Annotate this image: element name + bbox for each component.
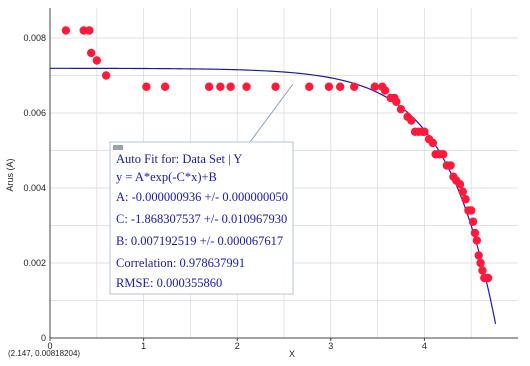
fit-curve-layer bbox=[50, 67, 497, 324]
data-point[interactable] bbox=[61, 26, 71, 35]
data-point[interactable] bbox=[470, 228, 480, 238]
y-tick-label: 0.002 bbox=[23, 258, 46, 268]
fit-param-a: A: -0.000000936 +/- 0.000000050 bbox=[116, 190, 288, 204]
data-point[interactable] bbox=[101, 71, 111, 80]
y-tick-label: 0.008 bbox=[23, 33, 46, 43]
y-axis-label: Arus (A) bbox=[5, 158, 15, 191]
data-point[interactable] bbox=[216, 82, 225, 91]
data-point[interactable] bbox=[467, 206, 476, 215]
data-points-layer bbox=[61, 26, 493, 283]
x-tick-label: 0 bbox=[47, 341, 52, 351]
x-axis-label: X bbox=[289, 349, 295, 359]
data-point[interactable] bbox=[92, 56, 102, 65]
data-point[interactable] bbox=[160, 82, 170, 91]
fit-title: Auto Fit for: Data Set | Y bbox=[116, 152, 242, 166]
fit-curve bbox=[50, 67, 497, 324]
data-point[interactable] bbox=[468, 217, 478, 226]
fit-correlation: Correlation: 0.978637991 bbox=[116, 256, 245, 270]
y-tick-labels: 0 0.002 0.004 0.006 0.008 bbox=[23, 33, 46, 343]
fit-param-c: C: -1.868307537 +/- 0.010967930 bbox=[116, 212, 287, 226]
data-point[interactable] bbox=[396, 105, 406, 114]
data-point[interactable] bbox=[350, 82, 359, 91]
x-tick-label: 4 bbox=[422, 341, 427, 351]
data-point[interactable] bbox=[204, 82, 214, 91]
data-point[interactable] bbox=[407, 116, 416, 125]
x-tick-label: 1 bbox=[141, 341, 146, 351]
data-point[interactable] bbox=[324, 82, 334, 91]
data-point[interactable] bbox=[420, 127, 429, 136]
data-point[interactable] bbox=[438, 150, 448, 159]
fit-equation: y = A*exp(-C*x)+B bbox=[116, 170, 217, 184]
data-point[interactable] bbox=[226, 82, 235, 91]
annotation-box-frame bbox=[109, 141, 294, 295]
data-point[interactable] bbox=[85, 26, 94, 35]
x-tick-label: 2 bbox=[235, 341, 240, 351]
plot-frame bbox=[49, 8, 518, 339]
y-tick-label: 0.006 bbox=[23, 108, 46, 118]
coordinate-readout: (2.147, 0.00818204) bbox=[8, 349, 80, 358]
data-point[interactable] bbox=[242, 82, 251, 91]
data-point[interactable] bbox=[305, 82, 314, 91]
fit-param-b: B: 0.007192519 +/- 0.000067617 bbox=[116, 234, 283, 248]
annotation-drag-handle-icon[interactable] bbox=[113, 145, 123, 150]
data-point[interactable] bbox=[476, 258, 485, 268]
annotation-leader-line bbox=[249, 83, 294, 143]
data-point[interactable] bbox=[392, 97, 401, 106]
data-point[interactable] bbox=[428, 138, 438, 148]
data-point[interactable] bbox=[455, 180, 465, 189]
x-tick-label: 3 bbox=[328, 341, 333, 351]
data-point[interactable] bbox=[474, 251, 483, 260]
data-point[interactable] bbox=[271, 82, 280, 91]
fit-annotation-box[interactable]: Auto Fit for: Data Set | Y y = A*exp(-C*… bbox=[109, 141, 294, 295]
data-point[interactable] bbox=[458, 187, 467, 196]
data-point[interactable] bbox=[335, 82, 345, 91]
y-tick-label: 0.004 bbox=[23, 183, 46, 193]
y-tick-label: 0 bbox=[41, 333, 46, 343]
data-point[interactable] bbox=[478, 266, 487, 275]
data-point[interactable] bbox=[461, 195, 470, 204]
data-point[interactable] bbox=[472, 236, 482, 245]
fit-rmse: RMSE: 0.000355860 bbox=[116, 276, 222, 290]
data-point[interactable] bbox=[370, 82, 379, 91]
data-point[interactable] bbox=[86, 48, 96, 58]
data-point[interactable] bbox=[142, 82, 151, 91]
data-point[interactable] bbox=[380, 86, 390, 95]
data-point[interactable] bbox=[483, 273, 493, 283]
data-point[interactable] bbox=[446, 161, 455, 170]
x-tick-labels: 0 1 2 3 4 bbox=[47, 338, 427, 351]
